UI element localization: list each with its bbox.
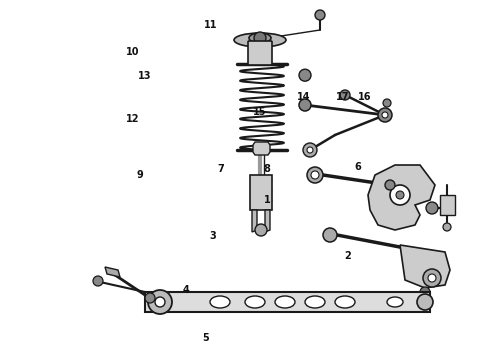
Text: 12: 12 [125, 114, 139, 124]
Text: 7: 7 [217, 164, 224, 174]
Text: 15: 15 [253, 107, 267, 117]
Polygon shape [252, 210, 257, 232]
Polygon shape [105, 267, 120, 277]
Circle shape [323, 228, 337, 242]
Text: 14: 14 [297, 92, 311, 102]
Polygon shape [265, 210, 270, 232]
Ellipse shape [305, 296, 325, 308]
Circle shape [299, 69, 311, 81]
Ellipse shape [249, 33, 271, 43]
Circle shape [255, 224, 267, 236]
Circle shape [390, 185, 410, 205]
Circle shape [396, 191, 404, 199]
Ellipse shape [210, 296, 230, 308]
Circle shape [420, 287, 430, 297]
Circle shape [148, 290, 172, 314]
Circle shape [385, 180, 395, 190]
Ellipse shape [387, 297, 403, 307]
Circle shape [93, 276, 103, 286]
Text: 16: 16 [358, 92, 372, 102]
Circle shape [254, 32, 266, 44]
Text: 6: 6 [354, 162, 361, 172]
Text: 3: 3 [210, 231, 217, 241]
Circle shape [383, 99, 391, 107]
Circle shape [443, 223, 451, 231]
Circle shape [299, 99, 311, 111]
Ellipse shape [335, 296, 355, 308]
Circle shape [155, 297, 165, 307]
Circle shape [382, 112, 388, 118]
Circle shape [378, 108, 392, 122]
Text: 13: 13 [138, 71, 151, 81]
Circle shape [428, 274, 436, 282]
FancyBboxPatch shape [248, 41, 272, 65]
Circle shape [426, 202, 438, 214]
Circle shape [417, 294, 433, 310]
Polygon shape [250, 175, 272, 210]
Ellipse shape [234, 33, 286, 47]
Circle shape [307, 167, 323, 183]
Polygon shape [440, 195, 455, 215]
Text: 9: 9 [136, 170, 143, 180]
Text: 8: 8 [264, 164, 270, 174]
Text: 17: 17 [336, 92, 350, 102]
Circle shape [145, 293, 155, 303]
Text: 11: 11 [204, 20, 218, 30]
Circle shape [311, 171, 319, 179]
Text: 5: 5 [202, 333, 209, 343]
Circle shape [423, 269, 441, 287]
Text: 2: 2 [344, 251, 351, 261]
Circle shape [303, 143, 317, 157]
Circle shape [315, 10, 325, 20]
Polygon shape [253, 142, 270, 155]
Polygon shape [400, 245, 450, 288]
Text: 1: 1 [264, 195, 270, 205]
Ellipse shape [275, 296, 295, 308]
Polygon shape [145, 292, 430, 312]
Polygon shape [368, 165, 435, 230]
Text: 4: 4 [183, 285, 190, 295]
Circle shape [307, 147, 313, 153]
Ellipse shape [245, 296, 265, 308]
Circle shape [340, 90, 350, 100]
Text: 10: 10 [125, 47, 139, 57]
